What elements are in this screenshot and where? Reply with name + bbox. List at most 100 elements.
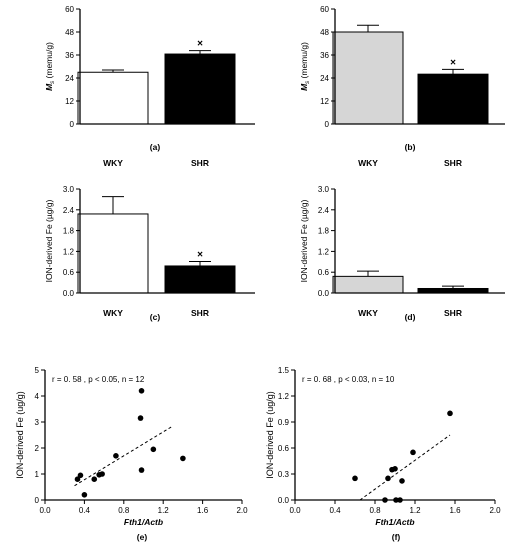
y-tick-label: 12	[320, 97, 329, 106]
data-point	[81, 492, 88, 498]
y-tick-label: 1.2	[318, 247, 330, 256]
y-axis-label: Ms (memu/g)	[299, 42, 311, 91]
x-tick-label: 2.0	[489, 506, 501, 515]
trend-line	[359, 434, 451, 501]
data-point	[137, 415, 144, 421]
y-tick-label: 2.4	[318, 206, 330, 215]
y-tick-label: 48	[320, 28, 329, 37]
y-tick-label: 48	[65, 28, 74, 37]
category-label: SHR	[191, 158, 209, 168]
x-axis-label: Fth1/Actb	[375, 517, 414, 527]
data-point	[397, 497, 403, 503]
bar-shr	[164, 265, 236, 294]
bar-wky	[77, 213, 149, 294]
x-axis-label: Fth1/Actb	[124, 517, 163, 527]
stats-annotation: r = 0. 58 , p < 0.05, n = 12	[52, 375, 145, 384]
y-tick-label: 0	[70, 120, 75, 129]
y-tick-label: 3.0	[318, 185, 330, 194]
category-label: WKY	[103, 158, 123, 168]
y-tick-label: 0.0	[318, 289, 330, 298]
y-tick-label: 36	[320, 51, 329, 60]
x-tick-label: 1.6	[449, 506, 461, 515]
panel-label: (a)	[150, 142, 161, 152]
panel-label: (b)	[405, 142, 416, 152]
y-tick-label: 2.4	[63, 206, 75, 215]
y-tick-label: 60	[320, 5, 329, 14]
data-point	[382, 497, 388, 503]
data-point	[392, 466, 398, 472]
y-tick-label: 1.2	[278, 392, 290, 401]
data-point	[99, 471, 105, 477]
bar-shr	[417, 287, 489, 294]
data-point	[180, 455, 186, 462]
panel-label: (e)	[137, 532, 148, 542]
chart-panel-c: WKY × SHR 0.0 0.6 1.2 1.8 2.4 3.0 ION-derived Fe …	[44, 185, 255, 322]
y-tick-label: 1.5	[278, 366, 290, 375]
significance-mark: ×	[450, 57, 456, 68]
data-point	[74, 476, 81, 483]
bar-wky	[332, 275, 404, 294]
significance-mark: ×	[197, 39, 203, 50]
data-point	[399, 478, 405, 484]
y-tick-label: 0.9	[278, 418, 290, 427]
y-tick-label: 1.2	[63, 247, 75, 256]
data-point	[352, 475, 358, 482]
chart-panel-b: WKY × SHR 0 12 24 36 48 60 Ms (memu/g) (b)	[299, 5, 505, 168]
y-axis-label: ION-derived Fe (ug/g)	[15, 391, 25, 479]
data-point	[393, 497, 399, 503]
y-axis-label: ION-derived Fe (µg/g)	[299, 199, 309, 282]
y-axis-label: Ms (memu/g)	[44, 42, 56, 91]
data-point	[138, 467, 145, 473]
panel-label: (c)	[150, 312, 161, 322]
y-tick-label: 0	[325, 120, 330, 129]
data-point	[138, 388, 145, 394]
y-tick-label: 0.0	[278, 496, 290, 505]
data-point	[447, 410, 453, 417]
y-tick-label: 3	[35, 418, 40, 427]
y-tick-label: 24	[320, 74, 329, 83]
category-label: WKY	[358, 158, 378, 168]
chart-panel-f: 0.0 0.3 0.6 0.9 1.2 1.5 0.0 0.4 0.8 1.2 1.6 2.0 r = …	[265, 366, 501, 542]
chart-panel-e: 0 1 2 3 4 5 0.0 0.4 0.8 1.2 1.6 2.0 r = 0. 58 , p < …	[15, 366, 248, 542]
y-axis-label: ION-derived Fe (ug/g)	[265, 391, 275, 479]
x-tick-label: 0.4	[329, 506, 341, 515]
y-tick-label: 24	[65, 74, 74, 83]
y-tick-label: 3.0	[63, 185, 75, 194]
y-tick-label: 0.6	[318, 268, 330, 277]
panel-label: (d)	[405, 312, 416, 322]
x-tick-label: 2.0	[236, 506, 248, 515]
y-tick-label: 0.6	[63, 268, 75, 277]
bar-shr	[417, 73, 489, 125]
y-tick-label: 5	[35, 366, 40, 375]
y-tick-label: 0	[35, 496, 40, 505]
x-tick-label: 0.0	[39, 506, 51, 515]
bar-wky	[332, 31, 404, 125]
bar-wky	[77, 71, 149, 125]
x-tick-label: 0.0	[289, 506, 301, 515]
data-point	[77, 472, 84, 479]
data-point	[410, 449, 416, 456]
category-label: SHR	[444, 308, 462, 318]
bar-shr	[164, 53, 236, 125]
y-tick-label: 12	[65, 97, 74, 106]
y-tick-label: 36	[65, 51, 74, 60]
category-label: SHR	[191, 308, 209, 318]
category-label: SHR	[444, 158, 462, 168]
y-tick-label: 4	[35, 392, 40, 401]
y-tick-label: 2	[35, 444, 40, 453]
x-tick-label: 1.2	[158, 506, 170, 515]
significance-mark: ×	[197, 249, 203, 260]
category-label: WKY	[103, 308, 123, 318]
y-tick-label: 1.8	[63, 227, 75, 236]
chart-panel-d: WKY SHR 0.0 0.6 1.2 1.8 2.4 3.0 ION-derived Fe (…	[299, 185, 505, 322]
y-axis-label: ION-derived Fe (µg/g)	[44, 199, 54, 282]
chart-panel-a: WKY × SHR 0 12 24 36 48 60 Ms (memu/g) (a)	[44, 5, 255, 168]
y-tick-label: 0.0	[63, 289, 75, 298]
y-tick-label: 1.8	[318, 227, 330, 236]
panel-label: (f)	[392, 532, 401, 542]
x-tick-label: 0.8	[118, 506, 130, 515]
data-point	[113, 453, 119, 459]
trend-line	[74, 425, 174, 487]
x-tick-label: 1.2	[409, 506, 421, 515]
